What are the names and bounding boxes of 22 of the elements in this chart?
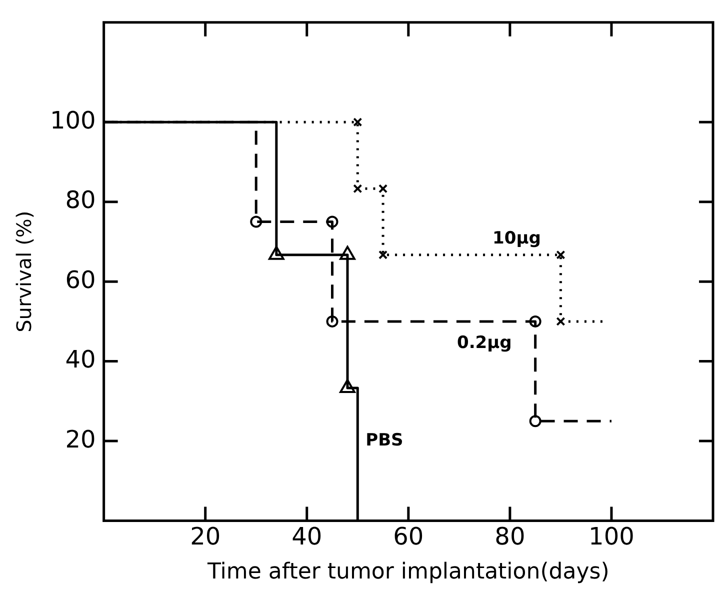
point xyxy=(378,184,388,194)
point xyxy=(353,118,362,127)
x-axis-title: Time after tumor implantation(days) xyxy=(206,560,610,585)
y-tick-label: 100 xyxy=(50,106,96,134)
point xyxy=(556,316,566,326)
point xyxy=(353,184,362,194)
annotation: 10μg xyxy=(492,228,541,248)
annotation: PBS xyxy=(366,430,404,450)
point xyxy=(556,250,566,260)
x-tick-label: 20 xyxy=(190,522,221,550)
y-tick-label: 80 xyxy=(65,186,96,214)
y-tick-label: 40 xyxy=(65,346,96,374)
point xyxy=(378,250,388,260)
y-tick-label: 20 xyxy=(65,425,96,454)
y-tick-label: 60 xyxy=(65,266,96,294)
annotation: 0.2μg xyxy=(457,332,512,353)
y-axis-title: Survival (%) xyxy=(12,210,36,332)
x-tick-label: 80 xyxy=(494,522,526,550)
x-tick-label: 40 xyxy=(292,522,322,550)
x-tick-label: 60 xyxy=(393,522,424,550)
x-tick-label: 100 xyxy=(588,522,634,550)
point xyxy=(529,415,542,428)
